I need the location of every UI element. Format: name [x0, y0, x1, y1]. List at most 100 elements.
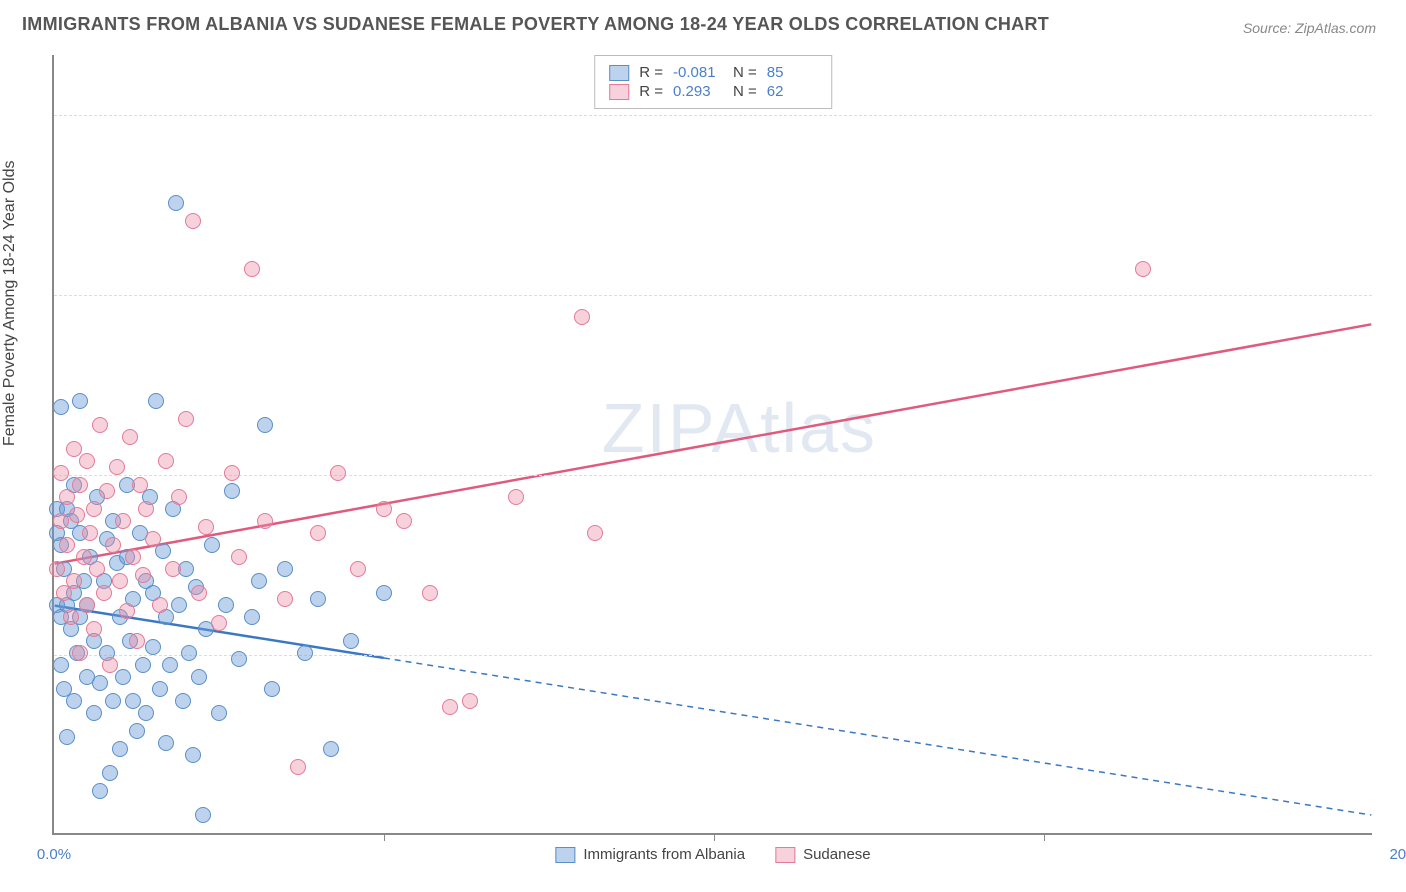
data-point: [198, 519, 214, 535]
data-point: [1135, 261, 1151, 277]
data-point: [53, 399, 69, 415]
data-point: [66, 693, 82, 709]
data-point: [168, 195, 184, 211]
series-legend: Immigrants from Albania Sudanese: [555, 846, 870, 863]
legend-label: Immigrants from Albania: [583, 846, 745, 863]
data-point: [96, 585, 112, 601]
data-point: [244, 261, 260, 277]
data-point: [171, 597, 187, 613]
x-tick: [714, 833, 715, 841]
data-point: [323, 741, 339, 757]
data-point: [218, 597, 234, 613]
legend-swatch: [609, 84, 629, 100]
legend-label: Sudanese: [803, 846, 871, 863]
data-point: [102, 657, 118, 673]
data-point: [178, 411, 194, 427]
legend-swatch: [775, 847, 795, 863]
data-point: [508, 489, 524, 505]
x-tick-label: 20.0%: [1389, 846, 1406, 863]
data-point: [53, 657, 69, 673]
data-point: [105, 693, 121, 709]
source-attribution: Source: ZipAtlas.com: [1243, 20, 1376, 36]
data-point: [72, 645, 88, 661]
n-value: 62: [767, 83, 817, 100]
data-point: [231, 549, 247, 565]
data-point: [185, 747, 201, 763]
data-point: [191, 585, 207, 601]
data-point: [59, 537, 75, 553]
data-point: [79, 453, 95, 469]
n-value: 85: [767, 64, 817, 81]
data-point: [119, 603, 135, 619]
data-point: [181, 645, 197, 661]
data-point: [462, 693, 478, 709]
data-point: [211, 615, 227, 631]
data-point: [66, 573, 82, 589]
data-point: [132, 477, 148, 493]
data-point: [72, 393, 88, 409]
trend-line-solid: [55, 324, 1372, 563]
x-tick: [1044, 833, 1045, 841]
gridline: [54, 295, 1372, 296]
data-point: [66, 441, 82, 457]
gridline: [54, 115, 1372, 116]
n-label: N =: [733, 83, 757, 100]
data-point: [86, 621, 102, 637]
legend-item: Immigrants from Albania: [555, 846, 745, 863]
data-point: [86, 705, 102, 721]
data-point: [105, 537, 121, 553]
r-label: R =: [639, 83, 663, 100]
n-label: N =: [733, 64, 757, 81]
data-point: [376, 585, 392, 601]
data-point: [99, 483, 115, 499]
data-point: [343, 633, 359, 649]
data-point: [310, 525, 326, 541]
data-point: [76, 549, 92, 565]
data-point: [152, 597, 168, 613]
data-point: [574, 309, 590, 325]
data-point: [257, 513, 273, 529]
data-point: [158, 735, 174, 751]
data-point: [422, 585, 438, 601]
data-point: [251, 573, 267, 589]
data-point: [59, 729, 75, 745]
data-point: [115, 669, 131, 685]
data-point: [204, 537, 220, 553]
data-point: [587, 525, 603, 541]
data-point: [129, 633, 145, 649]
data-point: [138, 501, 154, 517]
chart-title: IMMIGRANTS FROM ALBANIA VS SUDANESE FEMA…: [22, 14, 1049, 35]
data-point: [135, 657, 151, 673]
data-point: [63, 609, 79, 625]
data-point: [297, 645, 313, 661]
data-point: [162, 657, 178, 673]
data-point: [145, 531, 161, 547]
data-point: [102, 765, 118, 781]
data-point: [148, 393, 164, 409]
data-point: [152, 681, 168, 697]
data-point: [277, 561, 293, 577]
trend-line-dashed: [384, 658, 1371, 815]
gridline: [54, 475, 1372, 476]
data-point: [244, 609, 260, 625]
data-point: [72, 477, 88, 493]
data-point: [175, 693, 191, 709]
legend-swatch: [609, 65, 629, 81]
data-point: [82, 525, 98, 541]
data-point: [350, 561, 366, 577]
data-point: [79, 597, 95, 613]
data-point: [442, 699, 458, 715]
watermark: ZIPAtlas: [602, 388, 877, 468]
data-point: [92, 783, 108, 799]
x-tick: [384, 833, 385, 841]
data-point: [125, 549, 141, 565]
data-point: [129, 723, 145, 739]
data-point: [135, 567, 151, 583]
data-point: [92, 417, 108, 433]
data-point: [224, 465, 240, 481]
r-value: 0.293: [673, 83, 723, 100]
data-point: [376, 501, 392, 517]
r-value: -0.081: [673, 64, 723, 81]
data-point: [171, 489, 187, 505]
data-point: [89, 561, 105, 577]
